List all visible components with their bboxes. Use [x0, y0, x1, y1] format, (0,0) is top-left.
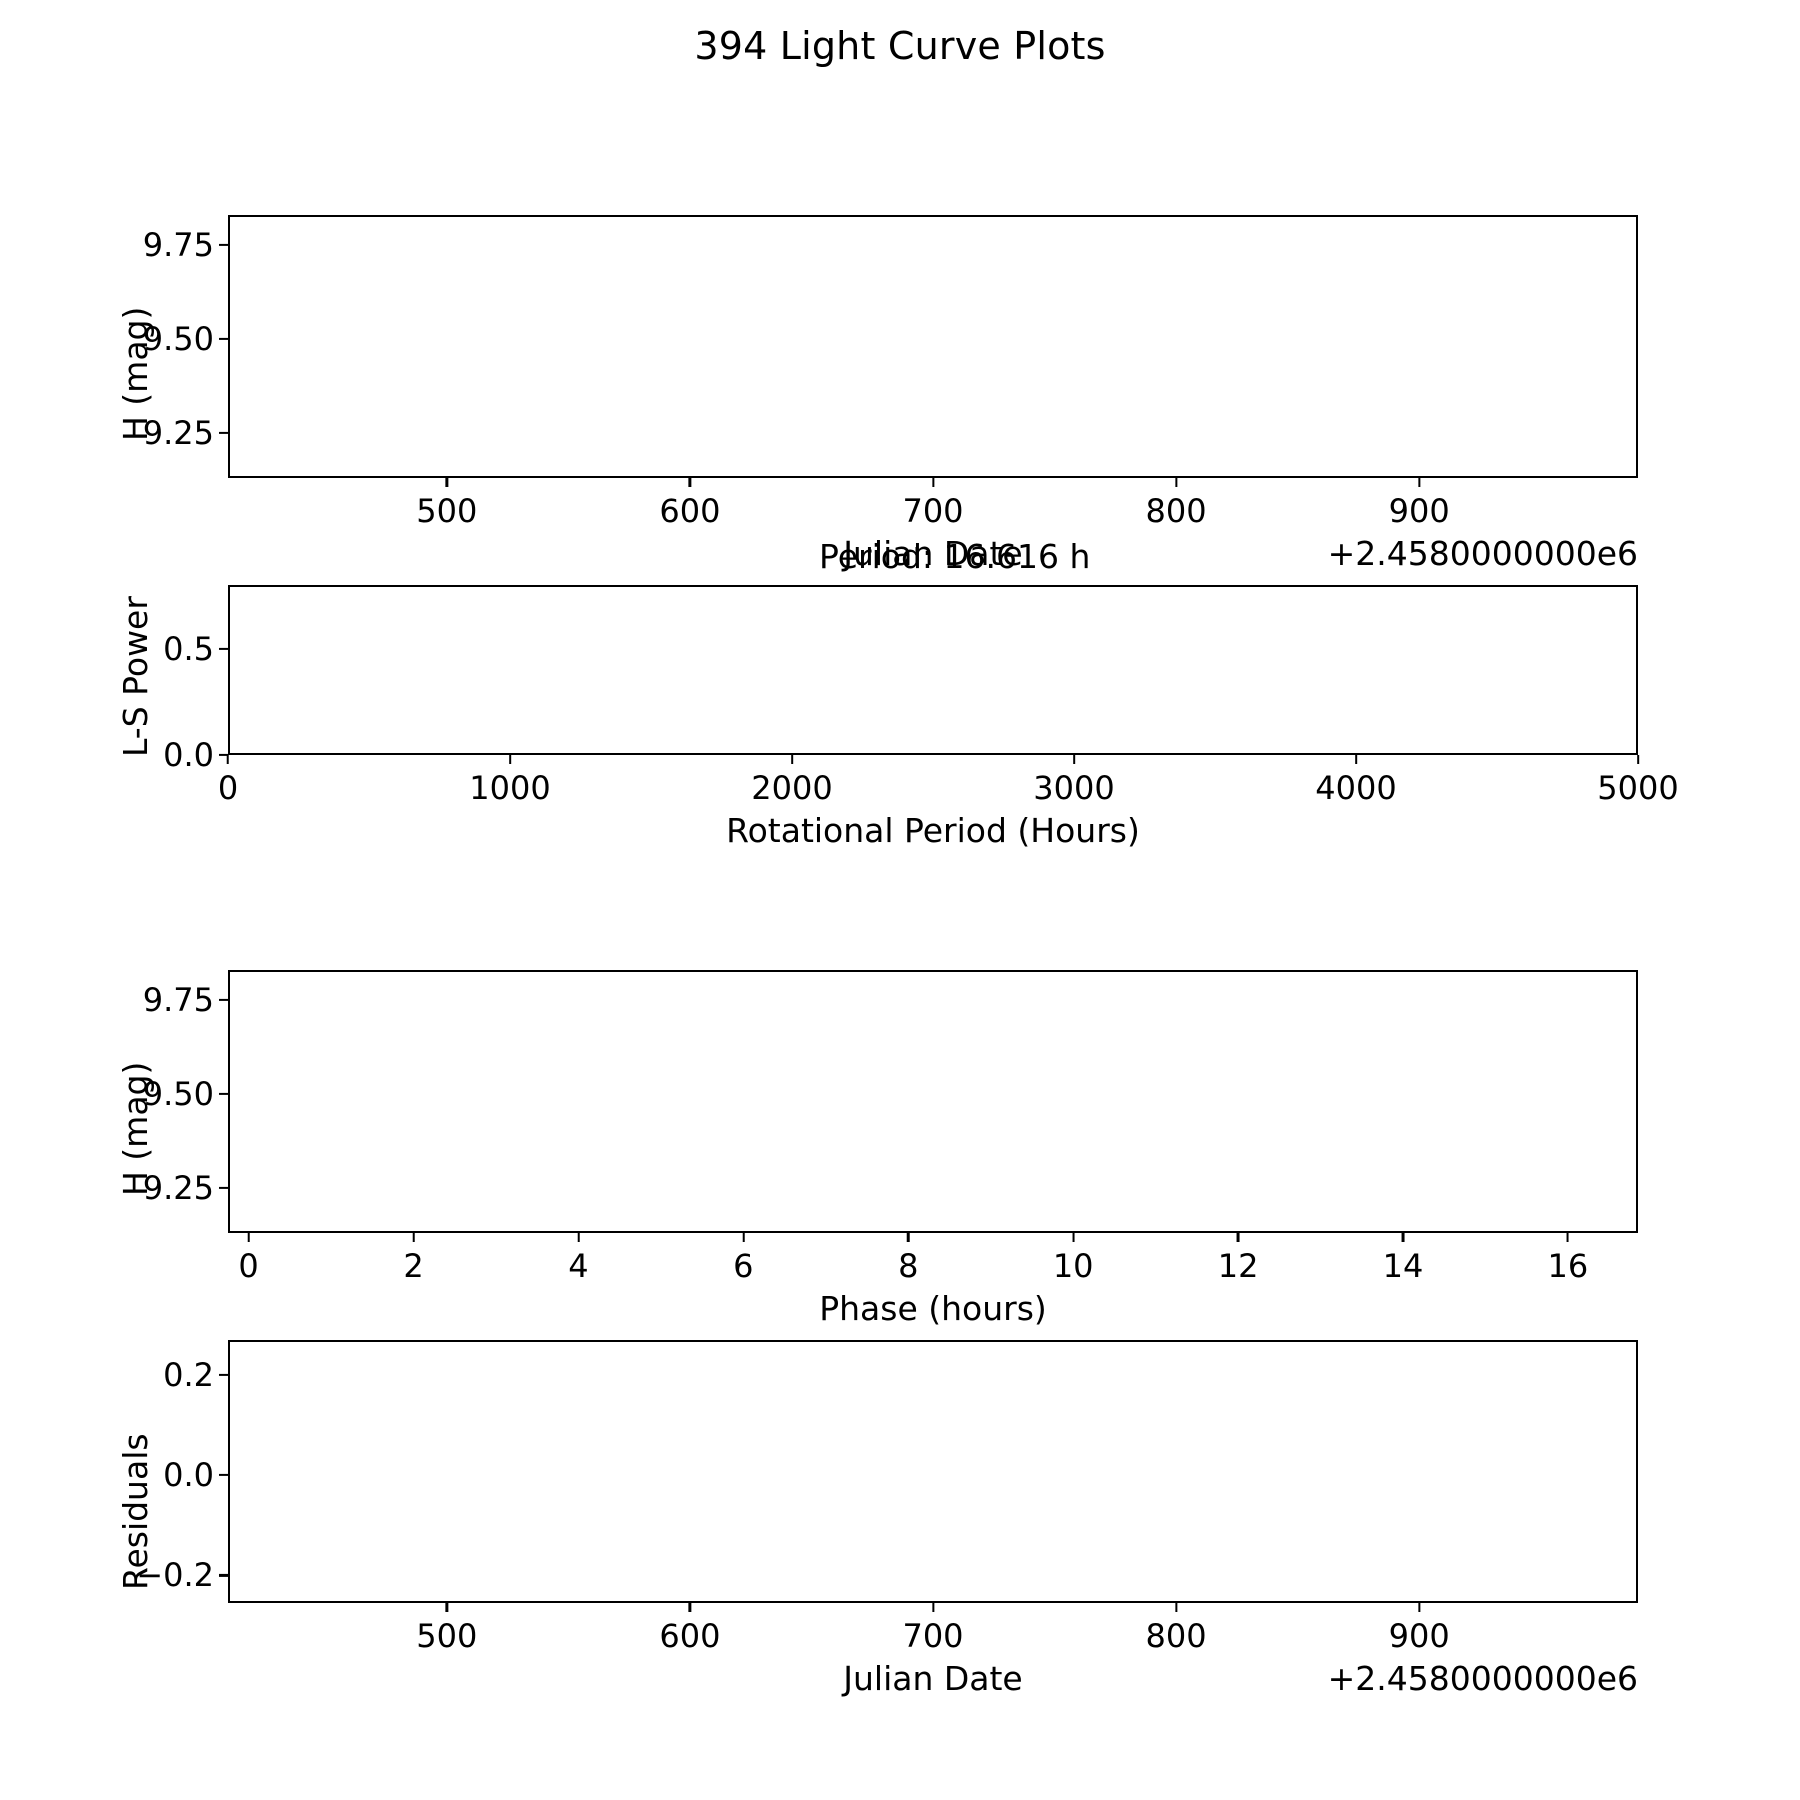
periodogram-axes-frame [228, 585, 1638, 755]
x-tick-label: 3000 [1033, 755, 1114, 807]
y-tick-label: 0.0 [163, 736, 228, 774]
phased-axes-frame [228, 970, 1638, 1233]
phased-xlabel: Phase (hours) [819, 1289, 1047, 1328]
y-tick-label: 0.0 [163, 1456, 228, 1494]
light-curve-xlabel: Julian Date [843, 534, 1023, 573]
x-tick-label: 0 [218, 755, 238, 807]
x-tick-label: 12 [1218, 1233, 1259, 1285]
x-tick-label: 10 [1053, 1233, 1094, 1285]
light-curve-x-offset: +2.4580000000e6 [1327, 534, 1638, 573]
residuals-xlabel: Julian Date [843, 1659, 1023, 1698]
x-tick-label: 600 [659, 1603, 720, 1655]
y-tick-label: 0.5 [163, 630, 228, 668]
x-tick-label: 500 [416, 1603, 477, 1655]
period-annotation: Period: 16.616 h [819, 537, 1091, 576]
residuals-x-offset: +2.4580000000e6 [1327, 1659, 1638, 1698]
panel-residuals: Residuals Julian Date +2.4580000000e6 50… [116, 1340, 1638, 1698]
x-tick-label: 600 [659, 478, 720, 530]
x-tick-label: 14 [1383, 1233, 1424, 1285]
x-tick-label: 2000 [751, 755, 832, 807]
panel-periodogram: L-S Power Rotational Period (Hours) Peri… [116, 537, 1679, 850]
y-tick-label: 9.75 [143, 981, 228, 1019]
x-tick-label: 900 [1389, 1603, 1450, 1655]
x-tick-label: 1000 [469, 755, 550, 807]
x-tick-label: 500 [416, 478, 477, 530]
y-tick-label: 9.25 [143, 414, 228, 452]
figure-title: 394 Light Curve Plots [694, 24, 1106, 68]
y-tick-label: 0.2 [163, 1356, 228, 1394]
y-tick-label: 9.75 [143, 226, 228, 264]
residuals-axes-frame [228, 1340, 1638, 1603]
y-tick-label: 9.25 [143, 1169, 228, 1207]
x-tick-label: 800 [1146, 478, 1207, 530]
x-tick-label: 4000 [1315, 755, 1396, 807]
y-tick-label: 9.50 [143, 1075, 228, 1113]
x-tick-label: 700 [902, 478, 963, 530]
panel-phased-light-curve: H (mag) Phase (hours) 0 2 4 6 8 10 12 14 16 9.25 9… [116, 970, 1638, 1328]
x-tick-label: 0 [238, 1233, 258, 1285]
periodogram-xlabel: Rotational Period (Hours) [726, 811, 1140, 850]
periodogram-ylabel: L-S Power [116, 596, 155, 757]
x-tick-label: 700 [902, 1603, 963, 1655]
x-tick-label: 8 [898, 1233, 918, 1285]
x-tick-label: 6 [733, 1233, 753, 1285]
y-tick-label: −0.2 [136, 1556, 228, 1594]
panel-light-curve: H (mag) Julian Date +2.4580000000e6 500 6… [116, 215, 1638, 573]
x-tick-label: 800 [1146, 1603, 1207, 1655]
light-curve-axes-frame [228, 215, 1638, 478]
x-tick-label: 900 [1389, 478, 1450, 530]
x-tick-label: 16 [1548, 1233, 1589, 1285]
x-tick-label: 5000 [1597, 755, 1678, 807]
x-tick-label: 4 [568, 1233, 588, 1285]
y-tick-label: 9.50 [143, 320, 228, 358]
x-tick-label: 2 [403, 1233, 423, 1285]
